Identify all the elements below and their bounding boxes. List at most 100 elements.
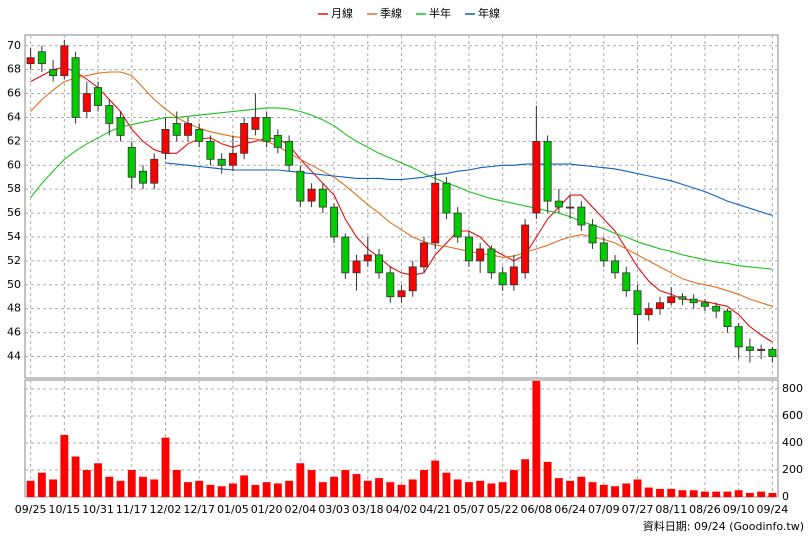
volume-bar [127,470,136,497]
candle-body [296,170,305,202]
volume-bar [588,482,597,497]
candle-body [352,260,361,274]
candle-body [723,310,732,328]
volume-bar [139,476,147,497]
volume-bar [318,482,327,497]
volume-bar [442,472,451,497]
volume-bar [251,484,260,497]
y-tick-label: 54 [7,230,21,243]
y-tick-label: 50 [7,278,21,291]
y-tick-label: 62 [7,134,21,147]
x-tick-label: 08/26 [689,503,721,516]
candle-body [543,140,552,202]
candle-body [588,224,597,244]
candle-body [94,87,103,106]
volume-bar [37,472,46,497]
volume-bar [723,491,732,497]
candle-body [408,266,417,292]
volume-bar [296,463,305,497]
candle-body [307,188,316,202]
volume-bar [82,470,91,497]
volume-bar [408,479,417,497]
candle-body [419,242,428,268]
volume-bar [26,480,35,497]
volume-bar [453,479,462,497]
volume-bar [701,491,709,497]
candle-body [375,254,384,274]
legend-label: 半年 [429,6,451,20]
candle-body [37,51,46,65]
volume-bar [464,482,473,497]
candle-body [318,188,327,208]
volume-bar [386,482,395,497]
y-tick-label: 64 [7,110,21,123]
volume-bar [554,478,563,497]
y-tick-label: 58 [7,182,21,195]
volume-bar [532,380,541,497]
x-tick-label: 08/11 [655,503,687,516]
candle-body [150,158,159,184]
x-tick-label: 12/02 [150,503,182,516]
y-tick-label: 70 [7,39,21,52]
candle-body [566,206,575,209]
volume-tick-label: 600 [782,409,803,422]
volume-bar [611,486,619,497]
volume-bar [172,470,181,497]
candle-body [599,242,608,262]
volume-bar [105,476,114,497]
volume-bar [622,483,631,497]
x-tick-label: 09/25 [15,503,47,516]
candle-body [745,346,754,351]
x-tick-label: 05/22 [487,503,519,516]
candle-body [240,123,249,154]
volume-bar [273,483,282,497]
x-tick-label: 10/15 [48,503,80,516]
candle-body [678,296,687,300]
volume-bar [94,463,102,497]
ma-line [30,66,773,343]
volume-bar [644,487,653,497]
volume-bar [71,456,80,497]
volume-tick-label: 200 [782,463,803,476]
volume-tick-label: 800 [782,382,803,395]
volume-bar [734,490,743,497]
candle-body [757,348,766,351]
x-tick-label: 04/02 [386,503,418,516]
candle-body [127,146,136,178]
x-tick-label: 02/04 [284,503,316,516]
candle-body [397,290,406,298]
ma-line [165,162,773,217]
candle-body [139,170,148,184]
y-tick-label: 46 [7,326,21,339]
candle-body [105,105,114,124]
volume-bar [656,488,664,497]
x-tick-label: 01/20 [251,503,283,516]
volume-bar [150,479,159,497]
candle-body [622,272,631,292]
candle-body [689,298,698,304]
candle-body [644,308,653,316]
x-tick-label: 12/17 [183,503,215,516]
candle-body [363,254,372,262]
candle-body [442,182,451,214]
candle-body [498,272,507,286]
volume-bar [599,484,608,497]
volume-bar [307,470,316,497]
volume-bar [206,484,215,497]
volume-bar [341,470,350,497]
volume-bar [228,483,237,497]
ma-line [30,107,773,270]
x-tick-label: 06/08 [521,503,553,516]
volume-bar [757,491,766,497]
volume-bar [240,475,249,497]
source-note: 資料日期: 09/24 (Goodinfo.tw) [643,519,804,533]
candle-body [464,236,473,262]
x-tick-label: 03/03 [318,503,350,516]
candle-body [273,134,282,148]
volume-bar [184,482,192,497]
x-tick-label: 03/18 [352,503,384,516]
candle-body [712,305,721,312]
x-tick-label: 11/17 [116,503,148,516]
candle-body [655,302,664,310]
volume-bar [678,490,687,497]
